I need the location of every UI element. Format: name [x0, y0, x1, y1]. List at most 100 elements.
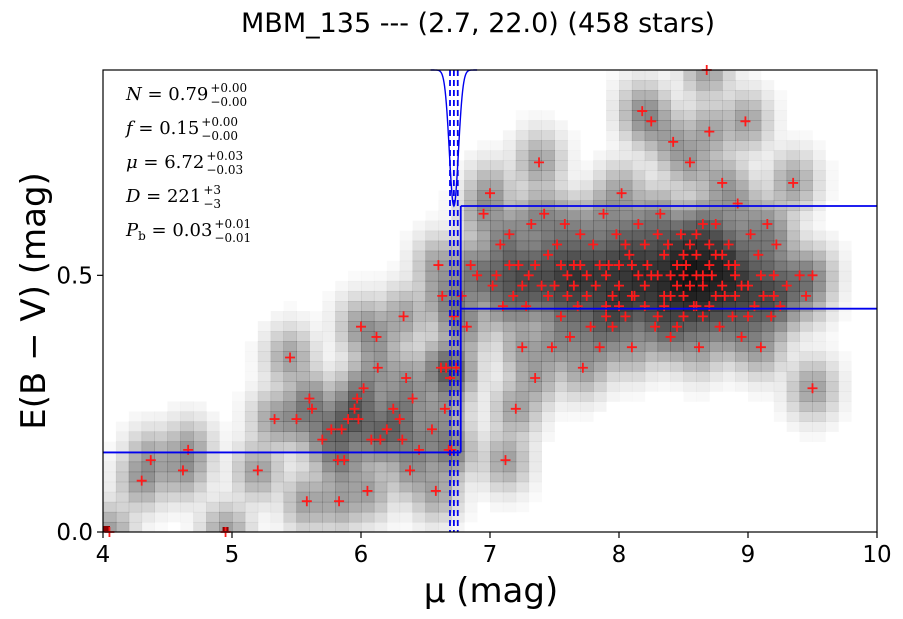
density-cell — [748, 100, 762, 111]
density-cell — [464, 491, 478, 503]
density-cell — [760, 180, 775, 191]
density-cell — [128, 431, 143, 443]
density-cell — [773, 331, 788, 342]
density-cell — [502, 431, 517, 443]
density-cell — [515, 220, 530, 232]
density-cell — [657, 371, 671, 382]
star-point — [652, 229, 663, 240]
density-cell — [477, 250, 491, 262]
density-cell — [283, 381, 297, 392]
density-cell — [541, 280, 555, 292]
density-cell — [309, 491, 323, 503]
density-cell — [825, 311, 839, 322]
density-cell — [541, 270, 555, 282]
density-cell — [554, 351, 568, 362]
density-cell — [722, 120, 736, 131]
density-cell — [528, 401, 542, 412]
density-cell — [773, 180, 788, 191]
density-cell — [838, 260, 852, 272]
density-cell — [735, 130, 749, 141]
star-point — [678, 249, 689, 260]
star-point — [356, 321, 366, 332]
density-cell — [361, 511, 375, 523]
density-cell — [541, 210, 555, 222]
density-cell — [580, 311, 594, 322]
density-cell — [606, 381, 620, 392]
density-cell — [490, 331, 504, 342]
density-cell — [206, 471, 220, 483]
density-cell — [128, 461, 143, 473]
density-cell — [426, 211, 439, 221]
density-cell — [631, 180, 646, 191]
density-cell — [413, 221, 426, 231]
density-cell — [567, 180, 581, 191]
fit-parameter: D = 221 — [125, 186, 201, 207]
density-cell — [528, 321, 542, 332]
density-cell — [670, 331, 684, 342]
fit-parameter-upper-error: +0.00 — [210, 81, 247, 95]
star-point — [145, 455, 156, 466]
density-cell — [361, 311, 375, 322]
density-cell — [619, 321, 633, 332]
star-point — [672, 280, 683, 291]
density-cell — [684, 391, 697, 401]
density-cell — [528, 331, 542, 342]
density-cell — [206, 431, 220, 443]
density-cell — [709, 180, 723, 191]
star-point — [508, 290, 519, 301]
density-cell — [502, 280, 517, 292]
density-cell — [799, 341, 813, 352]
density-cell — [502, 301, 517, 312]
density-cell — [683, 250, 697, 262]
density-cell — [361, 331, 375, 342]
density-cell — [438, 311, 452, 322]
star-point — [594, 342, 605, 353]
y-tick-label: 0.5 — [56, 263, 93, 289]
density-cell — [168, 401, 181, 411]
density-cell — [644, 331, 659, 342]
density-cell — [141, 421, 155, 432]
density-cell — [412, 240, 426, 252]
density-cell — [748, 210, 762, 222]
density-cell — [206, 411, 220, 422]
density-cell — [786, 401, 800, 412]
density-cell — [760, 371, 775, 382]
density-cell — [554, 270, 568, 282]
star-point — [639, 239, 650, 250]
density-cell — [167, 471, 181, 483]
density-cell — [515, 391, 530, 402]
density-cell — [735, 220, 749, 232]
density-cell — [322, 341, 336, 352]
density-cell — [554, 210, 568, 222]
density-cell — [219, 461, 233, 473]
density-cell — [348, 391, 362, 402]
density-cell — [722, 130, 736, 141]
density-cell — [154, 451, 168, 463]
density-cell — [631, 140, 646, 151]
density-cell — [722, 361, 736, 372]
density-cell — [515, 411, 530, 422]
density-cell — [516, 502, 529, 512]
density-cell — [348, 491, 362, 503]
density-cell — [696, 290, 710, 302]
density-cell — [554, 381, 568, 392]
density-cell — [141, 471, 155, 483]
density-cell — [644, 100, 659, 111]
density-cell — [386, 351, 401, 362]
star-point — [710, 249, 721, 260]
density-cell — [361, 280, 375, 292]
density-cell — [438, 431, 452, 443]
density-cell — [786, 391, 800, 402]
density-cell — [748, 321, 762, 332]
density-cell — [748, 120, 762, 131]
density-cell — [335, 391, 349, 402]
density-cell — [760, 150, 775, 161]
density-cell — [283, 491, 297, 503]
density-cell — [451, 331, 465, 342]
density-cell — [760, 270, 775, 282]
density-cell — [606, 150, 620, 161]
density-cell — [309, 391, 323, 402]
density-cell — [141, 511, 155, 523]
density-cell — [631, 311, 646, 322]
density-cell — [722, 371, 736, 382]
